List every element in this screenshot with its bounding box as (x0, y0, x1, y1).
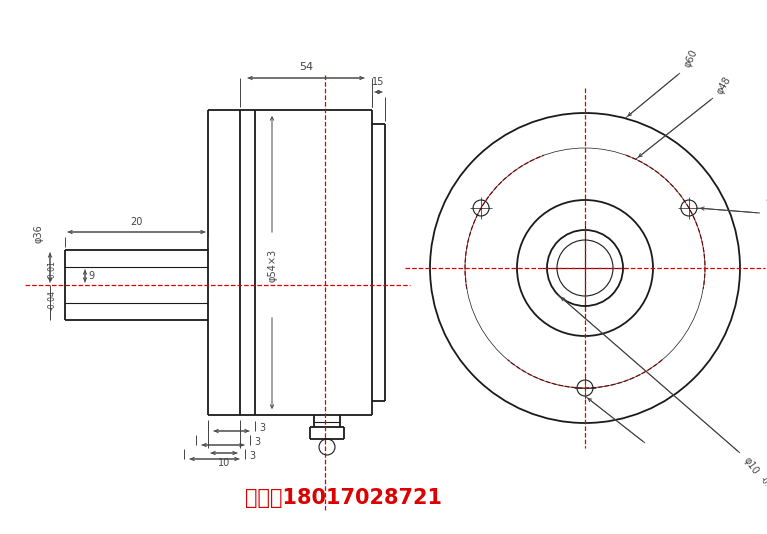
Text: 10: 10 (218, 458, 230, 468)
Text: 3-M4⊕0: 3-M4⊕0 (763, 194, 767, 232)
Text: φ36: φ36 (33, 224, 43, 243)
Text: 手机：18017028721: 手机：18017028721 (245, 488, 442, 508)
Text: 3: 3 (259, 423, 265, 433)
Text: φ10: φ10 (742, 455, 761, 476)
Text: 20: 20 (130, 217, 143, 227)
Text: φ54×3: φ54×3 (267, 248, 277, 281)
Text: φ60: φ60 (682, 48, 699, 69)
Text: -0
-0.018: -0 -0.018 (758, 469, 767, 500)
Text: 3: 3 (254, 437, 260, 447)
Text: φ48: φ48 (715, 75, 733, 96)
Text: -0.01: -0.01 (48, 260, 57, 280)
Text: 9: 9 (88, 271, 94, 281)
Text: 54: 54 (299, 62, 313, 72)
Text: 15: 15 (372, 77, 385, 87)
Text: -0.04: -0.04 (48, 290, 57, 310)
Text: 3: 3 (249, 451, 255, 461)
